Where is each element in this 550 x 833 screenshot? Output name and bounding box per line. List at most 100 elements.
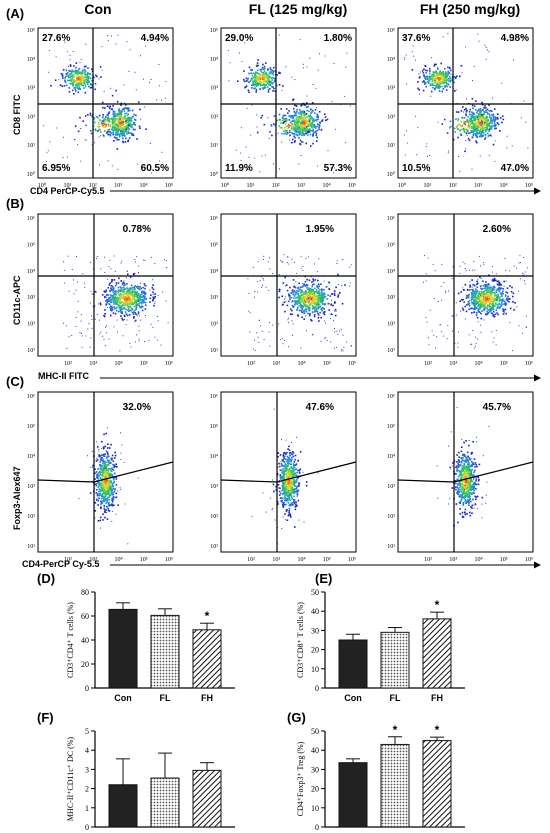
event-dot	[472, 107, 474, 110]
event-dot	[429, 154, 430, 156]
event-dot	[449, 77, 451, 80]
event-dot	[474, 127, 477, 130]
event-dot	[299, 298, 302, 300]
event-dot	[227, 164, 229, 166]
event-dot	[300, 116, 303, 119]
event-dot	[296, 299, 299, 302]
event-dot	[492, 288, 494, 289]
event-dot	[314, 294, 316, 296]
event-dot	[294, 140, 296, 142]
event-dot	[494, 116, 496, 118]
y-tick-label: 10⁴	[387, 269, 395, 275]
event-dot	[137, 298, 140, 301]
event-dot	[340, 350, 342, 352]
event-dot	[296, 290, 298, 292]
quadrant-ll-value: 11.9%	[225, 163, 253, 174]
event-dot	[124, 115, 126, 117]
event-dot	[302, 298, 304, 301]
event-dot	[485, 285, 488, 287]
event-dot	[503, 280, 505, 283]
event-dot	[317, 279, 319, 282]
event-dot	[427, 78, 430, 81]
event-dot	[509, 307, 512, 310]
event-dot	[247, 89, 250, 92]
event-dot	[281, 119, 284, 122]
x-tick-label: 10¹	[63, 183, 71, 189]
event-dot	[127, 113, 129, 115]
event-dot	[513, 265, 515, 267]
event-dot	[135, 307, 137, 310]
event-dot	[474, 302, 477, 304]
event-dot	[327, 150, 329, 152]
event-dot	[434, 88, 436, 91]
event-dot	[113, 279, 115, 281]
event-dot	[300, 105, 302, 107]
event-dot	[442, 72, 444, 74]
event-dot	[76, 79, 78, 81]
event-dot	[307, 295, 310, 297]
event-dot	[156, 99, 158, 101]
quadrant-ur-value: 0.78%	[123, 224, 151, 235]
event-dot	[326, 340, 328, 342]
event-dot	[316, 113, 318, 116]
event-dot	[329, 281, 331, 283]
event-dot	[265, 62, 267, 64]
event-dot	[71, 72, 73, 74]
event-dot	[76, 70, 78, 72]
event-dot	[104, 272, 106, 273]
event-dot	[117, 110, 120, 112]
event-dot	[506, 292, 509, 294]
event-dot	[157, 320, 159, 322]
event-dot	[479, 294, 481, 296]
event-dot	[323, 313, 326, 316]
event-dot	[138, 325, 140, 327]
event-dot	[266, 74, 268, 77]
event-dot	[458, 123, 460, 125]
x-tick-label: 10²	[424, 361, 432, 367]
event-dot	[106, 518, 109, 520]
y-tick-label: 10²	[210, 114, 218, 120]
event-dot	[125, 297, 127, 299]
event-dot	[90, 315, 92, 317]
event-dot	[88, 72, 90, 75]
event-dot	[259, 83, 262, 85]
event-dot	[119, 301, 121, 303]
event-dot	[312, 129, 314, 132]
event-dot	[271, 83, 274, 85]
event-dot	[476, 131, 479, 134]
event-dot	[299, 125, 302, 127]
event-dot	[98, 488, 100, 490]
event-dot	[102, 470, 104, 473]
event-dot	[110, 462, 112, 464]
event-dot	[100, 268, 102, 270]
event-dot	[135, 261, 136, 263]
event-dot	[112, 113, 114, 116]
event-dot	[294, 303, 296, 306]
event-dot	[86, 73, 88, 76]
event-dot	[165, 81, 167, 83]
event-dot	[499, 296, 501, 298]
event-dot	[152, 279, 153, 281]
event-dot	[263, 123, 266, 126]
event-dot	[299, 109, 301, 111]
event-dot	[282, 282, 285, 284]
event-dot	[493, 108, 496, 110]
event-dot	[441, 299, 443, 301]
event-dot	[134, 301, 137, 304]
event-dot	[243, 78, 245, 81]
event-dot	[306, 134, 309, 137]
event-dot	[271, 77, 273, 79]
event-dot	[334, 328, 335, 329]
event-dot	[334, 314, 337, 317]
event-dot	[96, 498, 98, 501]
event-dot	[110, 108, 113, 111]
event-dot	[75, 90, 77, 92]
event-dot	[488, 125, 490, 127]
event-dot	[139, 288, 141, 291]
event-dot	[121, 133, 123, 135]
event-dot	[122, 335, 124, 337]
event-dot	[90, 337, 92, 339]
event-dot	[291, 300, 293, 303]
event-dot	[312, 307, 315, 309]
event-dot	[297, 117, 300, 120]
